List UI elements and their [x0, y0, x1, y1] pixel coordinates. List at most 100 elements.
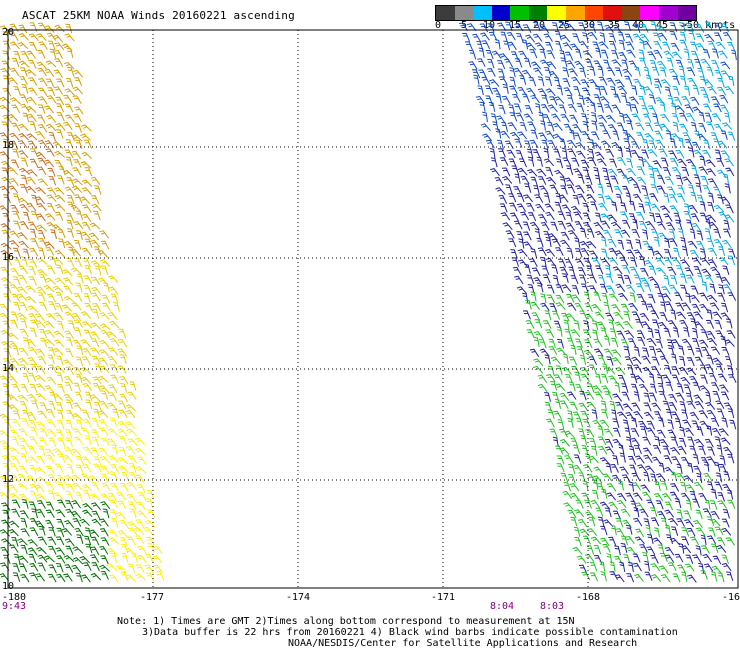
wind-barb	[81, 151, 92, 160]
wind-barb	[532, 365, 544, 374]
wind-barb	[72, 518, 82, 527]
wind-barb	[9, 544, 19, 553]
wind-barb	[72, 178, 83, 186]
grid-lines	[8, 30, 738, 588]
wind-barb	[641, 149, 649, 159]
wind-barb	[585, 184, 595, 194]
wind-barb	[64, 564, 74, 573]
wind-barb	[91, 203, 102, 212]
wind-barb	[56, 112, 65, 122]
wind-barb	[689, 445, 697, 456]
wind-barb	[575, 185, 585, 194]
wind-barb	[540, 221, 550, 231]
wind-barb	[686, 67, 696, 77]
wind-barb	[704, 228, 712, 239]
wind-barb	[716, 544, 727, 553]
wind-barb	[107, 312, 118, 321]
wind-barb	[643, 66, 650, 78]
wind-barb	[615, 367, 626, 375]
wind-barb	[94, 265, 102, 276]
wind-barb	[579, 354, 586, 365]
note-line-2: 3)Data buffer is 22 hrs from 20160221 4)…	[142, 627, 678, 638]
wind-barb	[659, 205, 671, 214]
colorbar-segment	[566, 6, 585, 20]
wind-barb	[76, 419, 83, 430]
wind-barb	[563, 482, 572, 492]
wind-barb	[618, 112, 625, 123]
wind-barb	[664, 466, 675, 475]
wind-barb	[528, 77, 537, 87]
wind-barb	[565, 23, 576, 32]
wind-barb	[20, 67, 28, 77]
lat-label: 12	[2, 474, 15, 485]
wind-barb	[717, 500, 727, 509]
wind-barb	[685, 392, 693, 403]
wind-barb	[574, 371, 581, 382]
wind-barb	[621, 174, 630, 184]
wind-barb	[560, 113, 570, 123]
wind-barb	[62, 454, 73, 463]
wind-barb	[640, 267, 649, 277]
wind-barb	[138, 492, 147, 502]
wind-barb	[144, 519, 156, 528]
wind-barb	[31, 211, 39, 221]
wind-barb	[12, 193, 21, 203]
wind-barb	[0, 329, 12, 338]
wind-barb	[720, 437, 731, 446]
wind-barb	[584, 313, 595, 322]
wind-barb	[29, 527, 39, 537]
wind-barb	[45, 313, 57, 321]
wind-barb	[631, 417, 638, 428]
wind-barb	[541, 94, 549, 105]
wind-barb	[517, 131, 528, 140]
wind-barb	[65, 508, 75, 518]
wind-barb	[606, 492, 616, 501]
wind-barb	[135, 535, 145, 544]
wind-barb	[621, 59, 629, 70]
wind-barb	[529, 49, 538, 59]
wind-barb	[7, 332, 19, 340]
wind-barb	[578, 41, 589, 50]
wind-barb	[64, 186, 75, 195]
wind-barb	[624, 330, 635, 339]
wind-barb	[689, 294, 700, 303]
wind-barb	[57, 419, 65, 430]
wind-barb	[611, 304, 621, 313]
wind-barb	[52, 347, 64, 356]
wind-barb	[127, 438, 138, 447]
wind-barb	[588, 250, 599, 259]
wind-barb	[81, 247, 92, 256]
wind-barb	[652, 160, 662, 169]
wind-barb	[100, 465, 110, 475]
wind-barb	[706, 66, 714, 77]
wind-barb	[57, 320, 64, 331]
wind-barb	[700, 175, 709, 185]
wind-barb	[646, 499, 655, 509]
wind-barb	[670, 275, 678, 285]
wind-barb	[618, 444, 625, 455]
wind-barb	[596, 321, 607, 330]
wind-barb	[497, 60, 506, 70]
wind-barb	[625, 147, 632, 158]
wind-barb	[628, 60, 638, 70]
wind-barb	[505, 230, 515, 239]
wind-barb	[510, 212, 519, 222]
wind-barb	[540, 120, 546, 131]
wind-barb	[0, 340, 12, 349]
wind-barb	[45, 465, 55, 475]
wind-barb	[629, 266, 639, 276]
colorbar-label: 45	[656, 20, 669, 31]
wind-barb	[622, 68, 633, 77]
wind-barb	[575, 499, 584, 509]
wind-barb	[667, 186, 676, 196]
wind-barb	[575, 248, 583, 258]
wind-barb	[687, 462, 694, 473]
wind-barb	[706, 456, 716, 465]
wind-barb	[108, 428, 119, 436]
wind-barb	[459, 22, 468, 32]
wind-barb	[29, 121, 37, 131]
lon-label: -171	[431, 592, 456, 603]
wind-barb	[0, 546, 10, 556]
wind-barb	[633, 445, 642, 455]
wind-barb	[538, 185, 549, 194]
